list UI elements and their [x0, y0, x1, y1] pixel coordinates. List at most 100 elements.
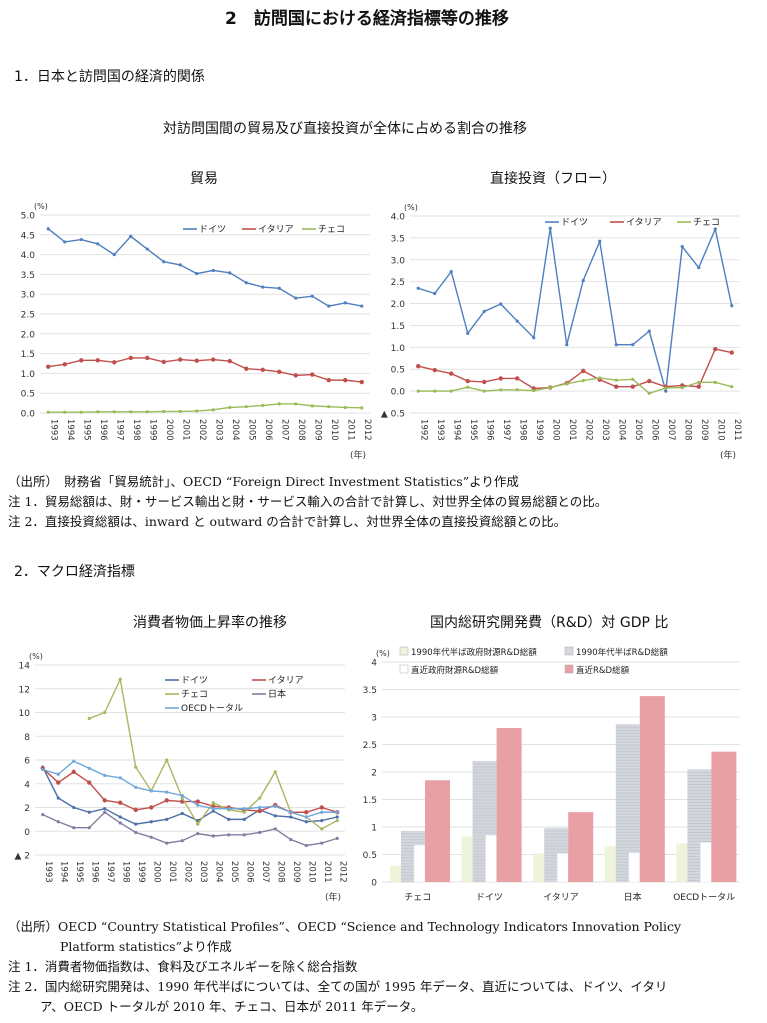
data-point: [277, 286, 281, 290]
data-point: [162, 409, 166, 414]
data-point: [277, 369, 282, 375]
data-point: [96, 242, 100, 246]
bar-3: [568, 812, 594, 882]
data-point: [293, 373, 298, 378]
data-point: [532, 389, 536, 393]
data-point: [289, 837, 293, 842]
data-point: [326, 377, 331, 383]
data-point: [304, 820, 308, 824]
data-point: [162, 260, 166, 264]
data-point: [532, 336, 536, 340]
data-point: [164, 798, 169, 803]
x-axis-unit: (年): [350, 449, 366, 461]
trade-chart: 0.0 0.5 1.0 1.5 2.0 2.5 3.0 3.5 4.0 4.5 5.0(%) 1993…: [21, 202, 372, 461]
data-point: [195, 799, 200, 804]
data-point: [630, 384, 635, 389]
data-point: [87, 810, 91, 814]
y-tick-label: 12: [19, 685, 30, 695]
data-point: [195, 272, 199, 276]
x-tick-label: 1997: [114, 419, 124, 441]
fdi-chart-title: 直接投資（フロー）: [490, 171, 616, 187]
data-point: [46, 410, 50, 414]
x-tick-label: 2008: [275, 861, 285, 883]
data-point: [103, 807, 107, 811]
data-point: [178, 263, 182, 267]
x-tick-label: 2001: [180, 419, 190, 441]
data-point: [730, 304, 734, 308]
data-point: [112, 253, 116, 257]
y-tick-label: 14: [19, 662, 31, 672]
bar-3: [425, 780, 450, 882]
data-point: [87, 716, 91, 721]
data-point: [71, 769, 76, 775]
fdi-chart: ▲ 0.5 0.0 0.5 1.0 1.5 2.0 2.5 3.0 3.5 4.0(%) 1992 1…: [381, 203, 742, 461]
x-tick-label: 2006: [263, 419, 273, 441]
x-tick-label: 2008: [296, 419, 306, 441]
data-point: [499, 302, 503, 306]
y-tick-label: 1.0: [391, 344, 406, 354]
x-tick-label: 1997: [501, 419, 511, 441]
x-tick-label: 1994: [65, 419, 75, 441]
data-point: [195, 409, 199, 413]
y-tick-label: 6: [24, 757, 30, 767]
data-point: [360, 406, 364, 410]
y-tick-label: 3.5: [21, 271, 35, 281]
trade-chart-title: 貿易: [190, 171, 218, 187]
x-tick-label: 2004: [616, 419, 626, 441]
data-point: [499, 388, 503, 392]
legend-label: チェコ: [181, 689, 208, 700]
bar-0: [390, 865, 401, 882]
x-tick-label: 2010: [306, 861, 316, 883]
data-point: [145, 355, 150, 361]
data-point: [211, 268, 215, 273]
bar-0: [604, 846, 616, 882]
data-point: [482, 389, 486, 393]
x-tick-label: 1992: [418, 419, 428, 441]
data-point: [273, 827, 277, 831]
data-point: [134, 830, 138, 835]
section2-heading: 2．マクロ経済指標: [14, 564, 135, 580]
x-category-label: チェコ: [404, 892, 431, 903]
series-line-チェコ: [418, 377, 732, 395]
data-point: [103, 810, 107, 814]
x-tick-label: 2007: [279, 419, 289, 441]
data-point: [196, 818, 200, 823]
x-tick-label: 2000: [550, 419, 560, 441]
data-point: [310, 404, 314, 408]
section2-note1: 注 1．消費者物価指数は、食料及びエネルギーを除く総合指数: [8, 959, 358, 974]
data-point: [335, 836, 339, 840]
data-point: [87, 826, 91, 830]
bar-2: [413, 844, 426, 883]
y-axis-unit: (%): [376, 649, 390, 658]
x-tick-label: 1993: [435, 419, 445, 441]
data-point: [46, 227, 50, 231]
data-point: [581, 368, 586, 374]
data-point: [227, 807, 231, 811]
y-tick-label: 2: [24, 804, 30, 814]
legend-label: ドイツ: [181, 676, 208, 686]
rd-chart: 0 0.5 1 1.5 2 2.5 3 3.5 4(%) チェコ ドイツ イタリア 日本 OECDトータル…: [363, 646, 740, 903]
legend-label: イタリア: [258, 224, 294, 235]
legend-label: 日本: [268, 688, 286, 700]
x-tick-label: 2011: [345, 419, 355, 441]
data-point: [320, 818, 324, 823]
y-tick-label: 0: [24, 828, 30, 838]
data-point: [196, 803, 200, 807]
series-line-ドイツ: [47, 228, 362, 307]
data-point: [548, 226, 552, 230]
y-tick-label: 2.0: [391, 300, 406, 310]
data-point: [178, 409, 182, 414]
x-tick-label: 1995: [81, 419, 91, 441]
x-tick-label: 1999: [136, 861, 146, 883]
x-tick-label: 2002: [197, 419, 207, 441]
data-point: [79, 358, 84, 363]
legend-label: ドイツ: [561, 218, 588, 228]
data-point: [72, 759, 76, 763]
data-point: [289, 810, 293, 814]
x-tick-label: 1998: [517, 419, 527, 441]
y-axis-unit: (%): [34, 202, 48, 211]
x-tick-label: 2000: [164, 419, 174, 441]
data-point: [112, 410, 116, 414]
data-point: [581, 278, 585, 282]
x-tick-label: 2006: [244, 861, 254, 883]
